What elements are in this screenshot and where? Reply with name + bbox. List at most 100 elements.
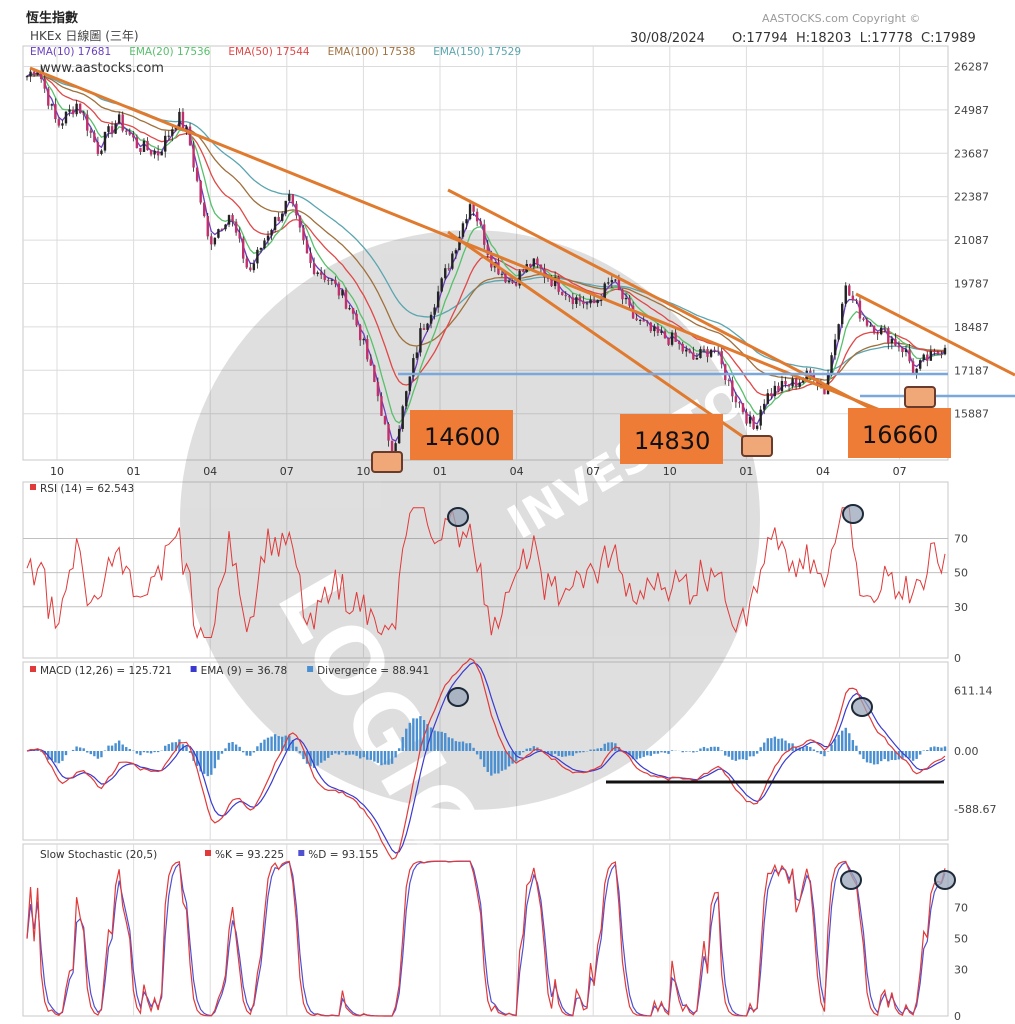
candle-body: [646, 321, 649, 323]
candle-body: [224, 224, 227, 230]
candle-body: [578, 297, 582, 302]
candle-body: [901, 347, 904, 353]
candle-body: [412, 358, 415, 377]
candle-body: [348, 308, 351, 310]
candle-body: [848, 285, 851, 296]
highlight-circle: [934, 870, 956, 890]
candle-body: [794, 378, 798, 387]
candle-body: [911, 361, 915, 374]
candle-body: [561, 291, 564, 295]
candle-body: [54, 104, 57, 120]
candle-body: [922, 354, 925, 361]
low-marker-box: [904, 386, 936, 408]
candle-body: [316, 272, 319, 275]
candle-body: [936, 352, 940, 354]
price-y-tick: 15887: [954, 408, 989, 421]
candle-body: [32, 71, 36, 75]
candle-body: [291, 194, 295, 204]
candle-body: [589, 299, 592, 304]
candle-body: [426, 323, 429, 330]
low-marker-box: [741, 435, 773, 457]
candle-body: [156, 150, 160, 156]
candle-body: [862, 318, 865, 320]
candle-body: [727, 380, 730, 382]
rsi-y-tick: 30: [954, 601, 968, 614]
candle-body: [217, 229, 220, 238]
candle-body: [309, 253, 312, 264]
x-tick: 10: [50, 465, 64, 478]
ema-legend-entry: EMA(50) 17544: [228, 46, 309, 58]
x-tick: 07: [586, 465, 600, 478]
candle-body: [355, 313, 358, 326]
candle-body: [440, 278, 443, 292]
candle-body: [273, 217, 277, 230]
candle-body: [188, 126, 192, 146]
candle-body: [132, 134, 135, 138]
candle-body: [802, 379, 805, 383]
candle-body: [933, 351, 936, 353]
highlight-circle: [840, 870, 862, 890]
candle-body: [635, 318, 638, 321]
macd-legend-text: Divergence = 88.941: [317, 665, 429, 677]
candle-body: [305, 240, 309, 254]
candle-body: [660, 331, 663, 333]
candle-body: [107, 126, 110, 132]
candle-body: [206, 215, 209, 237]
candle-body: [337, 283, 341, 296]
candle-body: [880, 327, 883, 335]
stoch-y-tick: 30: [954, 964, 968, 977]
candle-body: [57, 119, 61, 126]
trend-line: [29, 66, 881, 412]
candle-body: [716, 350, 720, 352]
candle-body: [68, 109, 71, 112]
overlay-layer: 14600 14830 16660: [29, 66, 1015, 890]
rsi-panel: [22, 481, 949, 659]
candle-body: [709, 349, 713, 357]
candle-body: [277, 217, 280, 221]
candle-body: [458, 236, 461, 251]
candle-body: [366, 339, 369, 360]
stoch-legend-text: %D = 93.155: [308, 849, 378, 861]
candle-body: [280, 213, 284, 221]
candle-body: [695, 357, 699, 360]
candle-body: [444, 268, 447, 279]
candle-body: [918, 360, 922, 369]
ohlc-text: O:17794 H:18203 L:17778 C:17989: [732, 31, 976, 46]
candle-body: [858, 300, 862, 319]
low-marker-box: [371, 451, 403, 473]
candle-body: [164, 135, 167, 152]
price-panel: [22, 45, 949, 461]
candle-body: [649, 322, 653, 332]
price-y-tick: 21087: [954, 234, 989, 247]
candle-body: [25, 76, 29, 78]
candle-body: [685, 349, 688, 352]
candle-body: [592, 299, 596, 304]
price-callout: [620, 414, 723, 464]
candle-body: [522, 270, 525, 272]
candle-body: [943, 347, 947, 355]
candle-body: [844, 285, 847, 304]
price-callout-label: 16660: [862, 421, 938, 449]
candle-body: [64, 111, 68, 124]
price-callout: [848, 408, 951, 458]
candle-body: [532, 258, 536, 267]
rsi-legend-text: RSI (14) = 62.543: [40, 483, 134, 495]
candle-body: [872, 325, 876, 334]
candle-body: [926, 354, 929, 361]
candle-body: [738, 402, 741, 404]
candle-body: [688, 349, 692, 353]
candle-body: [784, 380, 787, 385]
candle-body: [770, 393, 773, 397]
candle-body: [763, 403, 766, 410]
candle-body: [929, 351, 933, 361]
candle-body: [252, 263, 256, 271]
candle-body: [43, 79, 46, 89]
candle-body: [670, 332, 674, 345]
rsi-line: [26, 507, 946, 640]
candle-body: [479, 221, 482, 225]
macd-legend-swatch: [30, 666, 36, 672]
candle-body: [752, 416, 755, 429]
candle-body: [734, 396, 738, 403]
candle-body: [61, 123, 64, 126]
candle-body: [358, 325, 362, 341]
